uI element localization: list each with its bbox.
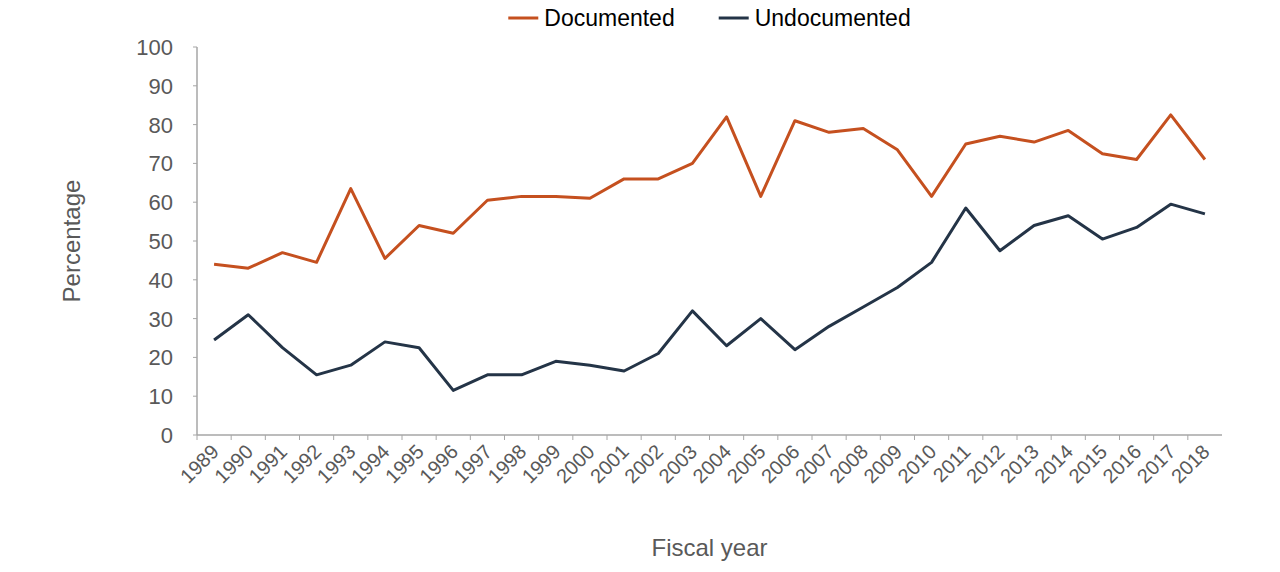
y-tick-label: 20 [149,345,173,370]
x-tick [948,435,949,440]
x-tick-label: 2018 [1167,440,1214,487]
x-tick-label: 2009 [859,440,906,487]
y-tick [193,163,197,164]
x-tick-label: 1991 [244,440,291,487]
x-tick-label: 1998 [483,440,530,487]
x-tick-label: 1999 [518,440,565,487]
chart-container: 0102030405060708090100198919901991199219… [0,0,1280,572]
x-tick [982,435,983,440]
x-tick [641,435,642,440]
y-tick-label: 40 [149,268,173,293]
x-tick-label: 2003 [654,440,701,487]
x-tick-label: 1989 [176,440,223,487]
x-tick [197,435,198,440]
y-axis-title: Percentage [58,180,85,303]
x-tick [470,435,471,440]
x-tick [1153,435,1154,440]
x-tick-label: 1997 [449,440,496,487]
y-tick-label: 100 [136,35,173,60]
x-tick-label: 2005 [723,440,770,487]
legend-swatch [508,17,538,20]
x-tick-label: 2011 [929,440,975,486]
x-tick-label: 1992 [278,440,325,487]
x-tick [402,435,403,440]
y-tick-label: 0 [161,423,173,448]
x-tick [367,435,368,440]
y-tick-label: 90 [149,74,173,99]
x-tick-label: 2004 [688,440,735,487]
x-tick [846,435,847,440]
y-tick-label: 70 [149,151,173,176]
y-tick-label: 80 [149,113,173,138]
y-tick [193,47,197,48]
x-tick [1051,435,1052,440]
x-tick [709,435,710,440]
x-tick [231,435,232,440]
x-tick-label: 1995 [381,440,428,487]
x-tick-label: 1993 [313,440,360,487]
y-tick [193,202,197,203]
x-tick [265,435,266,440]
y-tick [193,318,197,319]
x-tick [1085,435,1086,440]
x-tick [1187,435,1188,440]
legend-label: Documented [544,5,674,31]
x-tick [436,435,437,440]
series-line [214,204,1205,390]
x-tick-label: 2012 [962,440,1009,487]
y-tick-label: 10 [149,384,173,409]
y-tick-label: 50 [149,229,173,254]
x-tick [607,435,608,440]
y-tick-label: 60 [149,190,173,215]
x-tick [504,435,505,440]
x-tick-label: 2014 [1030,440,1077,487]
x-tick-label: 2007 [791,440,838,487]
x-tick [812,435,813,440]
x-tick [572,435,573,440]
y-tick-label: 30 [149,307,173,332]
x-tick-label: 2008 [825,440,872,487]
legend-swatch [719,17,749,20]
x-tick [675,435,676,440]
x-tick-label: 2010 [893,440,940,487]
legend-label: Undocumented [755,5,911,31]
y-tick [193,124,197,125]
y-tick [193,435,197,436]
x-tick-label: 2015 [1064,440,1111,487]
chart-svg: 0102030405060708090100198919901991199219… [0,0,1280,572]
x-tick-label: 1990 [210,440,257,487]
x-tick-label: 1996 [415,440,462,487]
x-tick-label: 2016 [1098,440,1145,487]
x-tick-label: 2006 [757,440,804,487]
x-tick [914,435,915,440]
x-tick [777,435,778,440]
x-tick-label: 2000 [552,440,599,487]
y-tick [193,85,197,86]
x-axis-title: Fiscal year [651,534,767,561]
legend: Documented Undocumented [508,5,910,31]
x-tick [880,435,881,440]
x-tick-label: 2002 [620,440,667,487]
x-tick-label: 2001 [586,440,633,487]
x-tick-label: 1994 [347,440,394,487]
y-tick [193,241,197,242]
y-tick [193,357,197,358]
x-tick [743,435,744,440]
x-tick-label: 2013 [996,440,1043,487]
x-tick [333,435,334,440]
y-tick [193,279,197,280]
x-tick-label: 2017 [1133,440,1180,487]
y-tick [193,396,197,397]
x-tick [1017,435,1018,440]
x-tick [1119,435,1120,440]
series-line [214,115,1205,268]
plot-area [214,115,1205,390]
x-tick [299,435,300,440]
x-tick [538,435,539,440]
